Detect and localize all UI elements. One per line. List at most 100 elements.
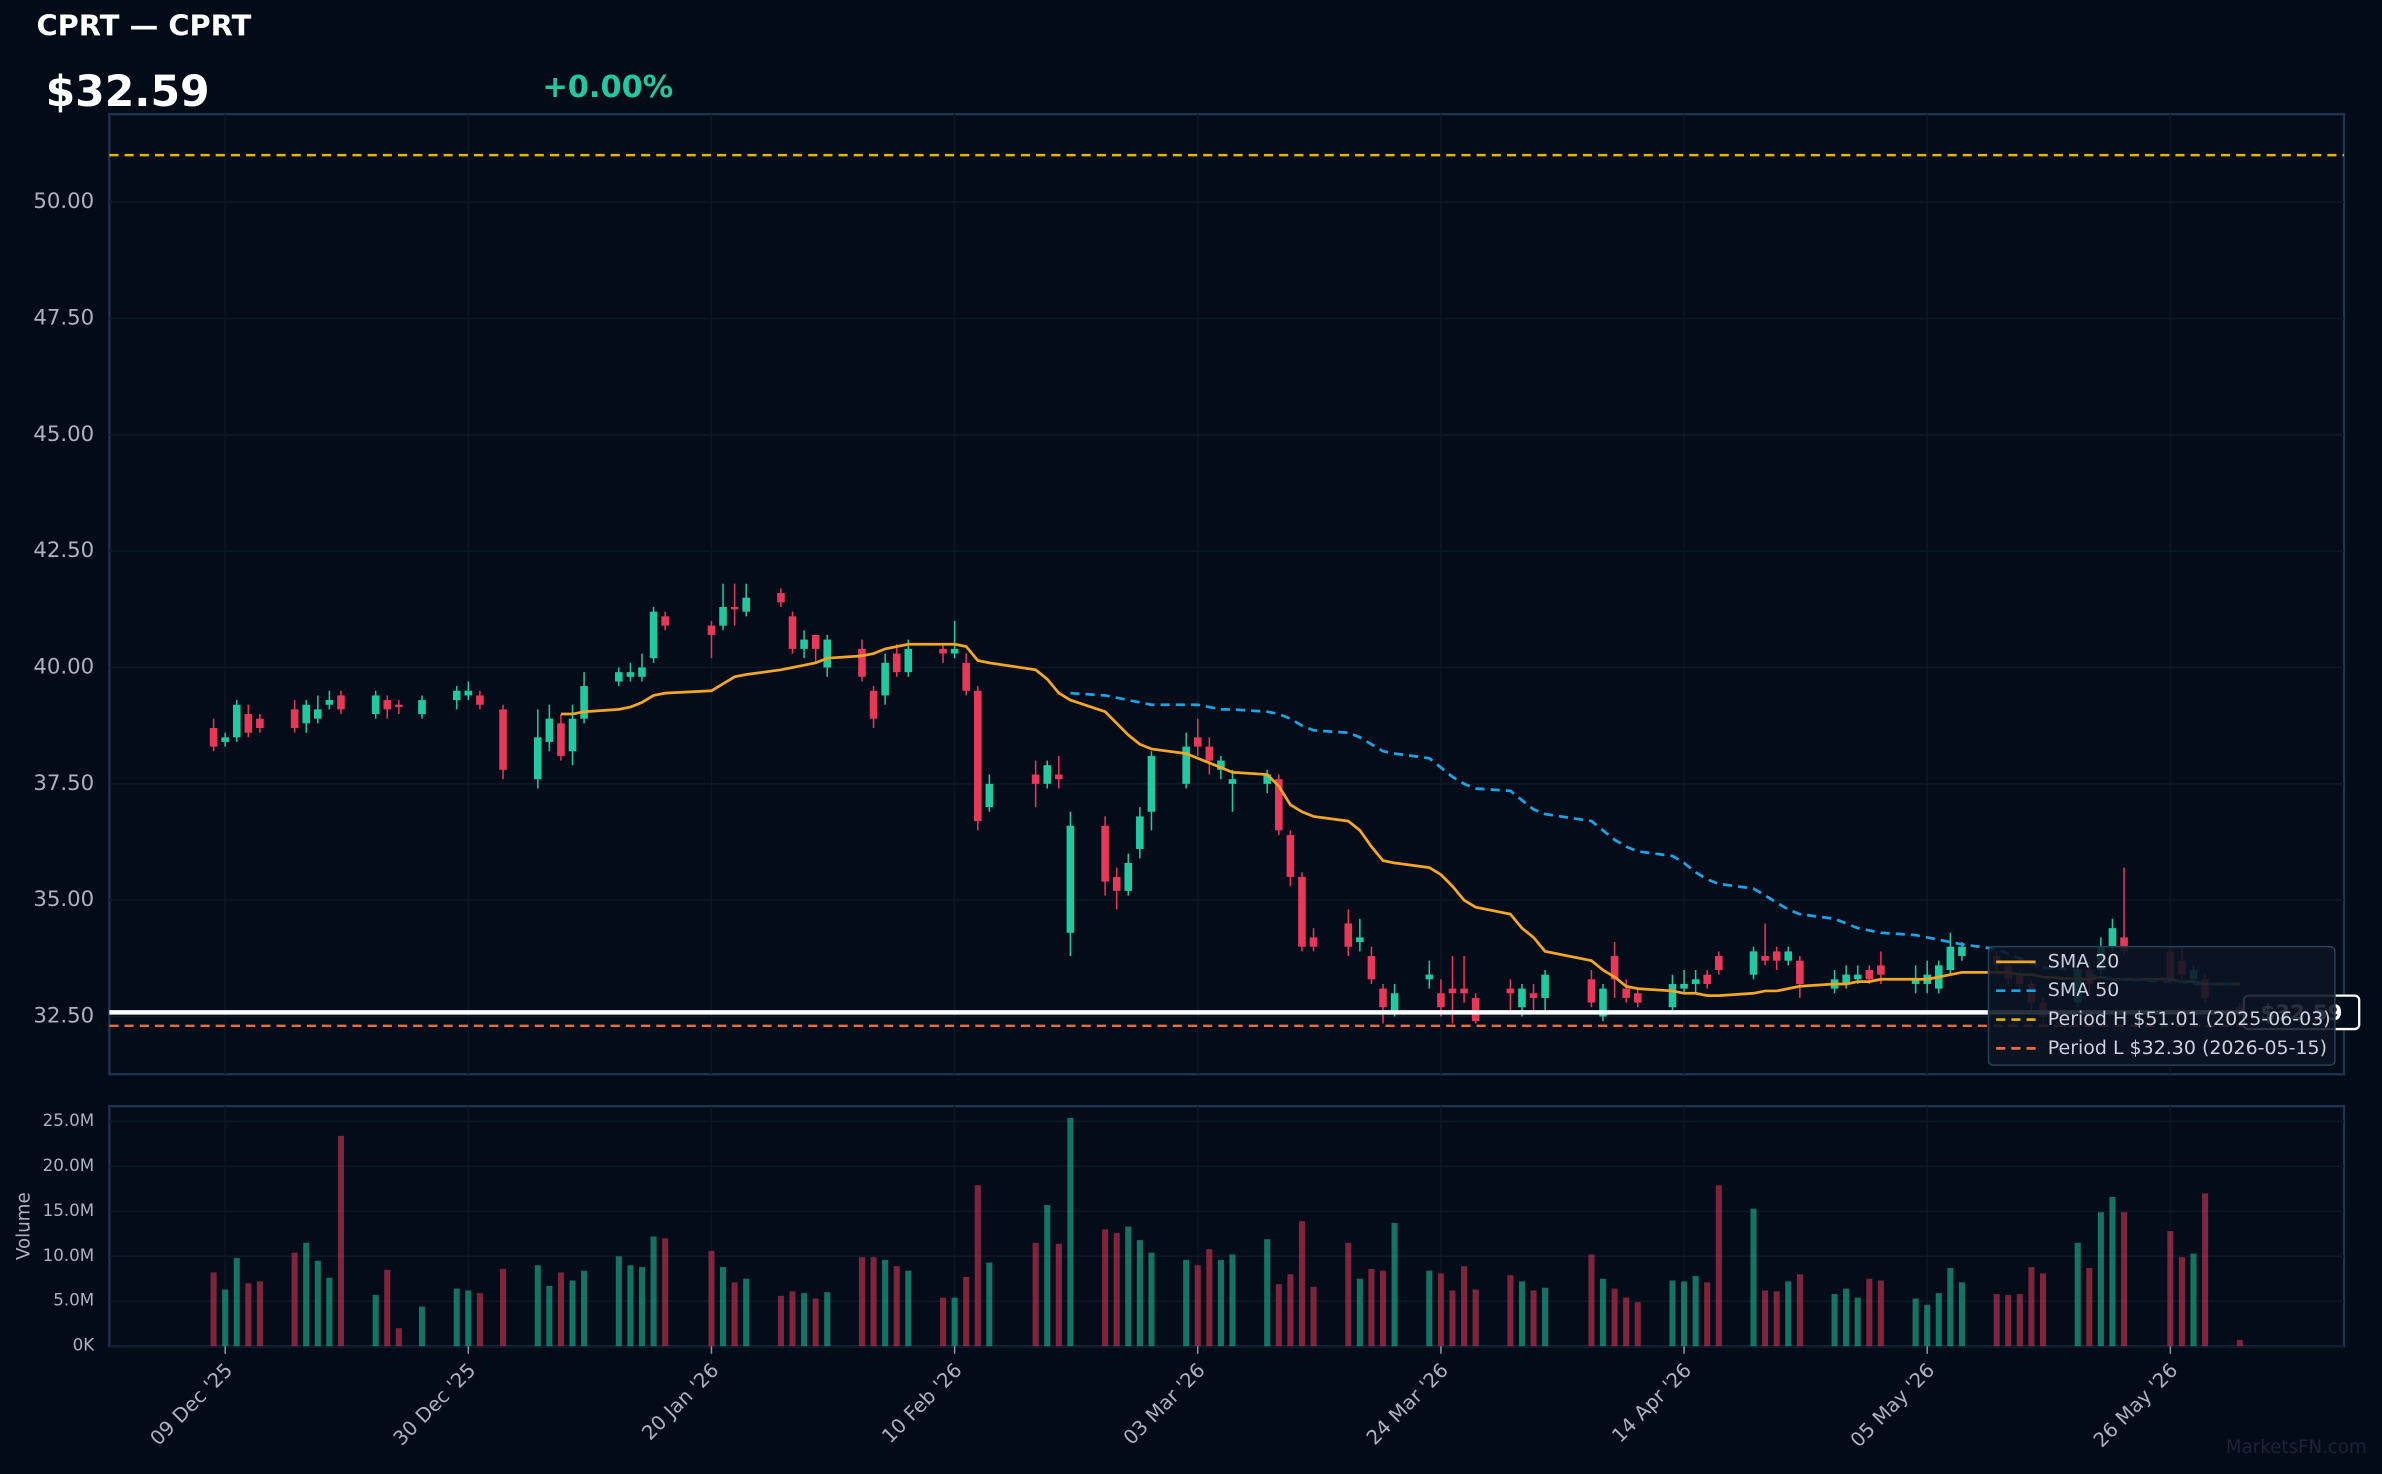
candle-body [1865, 970, 1874, 980]
volume-bar [1681, 1281, 1688, 1347]
volume-bar [2016, 1294, 2023, 1347]
candle-body [1668, 983, 1677, 1008]
volume-bar [245, 1283, 252, 1347]
volume-bar [2005, 1294, 2012, 1347]
candle-body [1344, 923, 1353, 947]
candle-body [464, 690, 473, 696]
volume-bar [337, 1135, 344, 1347]
candle-body [1263, 774, 1272, 784]
volume-bar [1194, 1265, 1201, 1347]
volume-bar [1391, 1223, 1398, 1347]
volume-axis-label: Volume [13, 1192, 34, 1260]
candle-body [1101, 825, 1109, 882]
candle-body [1390, 993, 1399, 1012]
candle-body [1286, 835, 1295, 877]
candle-body [1379, 988, 1387, 1008]
volume-bar [1669, 1280, 1676, 1347]
candle-body [939, 648, 947, 654]
volume-tick-label: 10.0M [43, 1245, 95, 1265]
volume-bar [650, 1236, 657, 1347]
candle-body [1772, 951, 1781, 961]
legend-box [1987, 945, 2336, 1066]
candle-body [800, 639, 808, 649]
volume-bar [951, 1297, 958, 1347]
volume-bar [1287, 1274, 1294, 1347]
volume-bar [882, 1259, 889, 1347]
volume-bar [801, 1293, 808, 1347]
volume-bar [314, 1260, 321, 1347]
legend-label: Period H $51.01 (2025-06-03) [2048, 1008, 2331, 1030]
volume-bar [546, 1285, 553, 1347]
volume-bar [1125, 1226, 1132, 1347]
candle-body [1599, 988, 1607, 1017]
volume-bar [1877, 1280, 1884, 1347]
volume-bar [1993, 1294, 2000, 1347]
volume-bar [210, 1272, 217, 1347]
candle-body [1761, 956, 1769, 961]
candle-body [719, 606, 727, 626]
candle-body [1182, 746, 1190, 784]
candle-body [290, 709, 299, 729]
candle-body [1796, 960, 1804, 984]
candle-body [1529, 993, 1538, 998]
candle-body [811, 634, 820, 649]
candle-body [1124, 862, 1133, 891]
candle-body [1425, 974, 1434, 980]
volume-bar [1044, 1205, 1051, 1347]
volume-bar [1136, 1240, 1143, 1347]
candle-body [452, 690, 461, 701]
candle-body [881, 662, 889, 696]
volume-bar [500, 1268, 507, 1347]
candle-body [1112, 876, 1121, 891]
watermark: MarketsFN.com [2226, 1437, 2367, 1458]
candle-body [244, 714, 253, 733]
candle-body [1460, 988, 1468, 994]
volume-bar [326, 1277, 333, 1347]
candle-body [1749, 951, 1758, 975]
candle-body [1714, 956, 1723, 971]
volume-bar [1437, 1273, 1444, 1347]
candle-body [2108, 928, 2117, 947]
volume-bar [1912, 1298, 1919, 1347]
volume-tick-label: 20.0M [43, 1155, 95, 1175]
y-tick-label: 42.50 [33, 538, 94, 563]
volume-bar [1935, 1293, 1942, 1347]
volume-bar [222, 1289, 229, 1347]
volume-bar [2097, 1212, 2104, 1347]
candle-body [313, 709, 322, 719]
volume-bar [384, 1269, 391, 1347]
candle-body [777, 593, 785, 603]
volume-bar [569, 1280, 576, 1347]
volume-bar [1715, 1185, 1722, 1347]
candle-body [337, 695, 345, 710]
candle-body [730, 606, 739, 610]
legend-label: Period L $32.30 (2026-05-15) [2048, 1037, 2327, 1059]
volume-bar [1611, 1288, 1618, 1347]
price-panel [108, 113, 2346, 1076]
volume-bar [1854, 1297, 1861, 1347]
candle-body [1633, 993, 1642, 1003]
candle-body [476, 695, 484, 705]
volume-bar [1426, 1270, 1433, 1347]
volume-bar [303, 1242, 310, 1347]
volume-tick-label: 0K [73, 1335, 96, 1355]
volume-bar [939, 1297, 947, 1347]
legend-label: SMA 20 [2048, 950, 2120, 972]
volume-bar [1704, 1282, 1711, 1347]
candle-body [973, 690, 982, 822]
volume-bar [395, 1328, 402, 1347]
candle-body [1958, 946, 1966, 957]
volume-bar [1773, 1291, 1780, 1347]
volume-bar [893, 1266, 900, 1347]
volume-bar [2109, 1196, 2116, 1347]
volume-bar [615, 1256, 622, 1347]
volume-bar [1924, 1304, 1931, 1347]
volume-bar [1530, 1290, 1537, 1347]
volume-bar [256, 1281, 263, 1347]
volume-bar [1113, 1232, 1120, 1347]
candle-body [950, 648, 959, 654]
volume-bar [1217, 1259, 1224, 1347]
volume-bar [291, 1252, 298, 1347]
volume-bar [581, 1270, 588, 1347]
